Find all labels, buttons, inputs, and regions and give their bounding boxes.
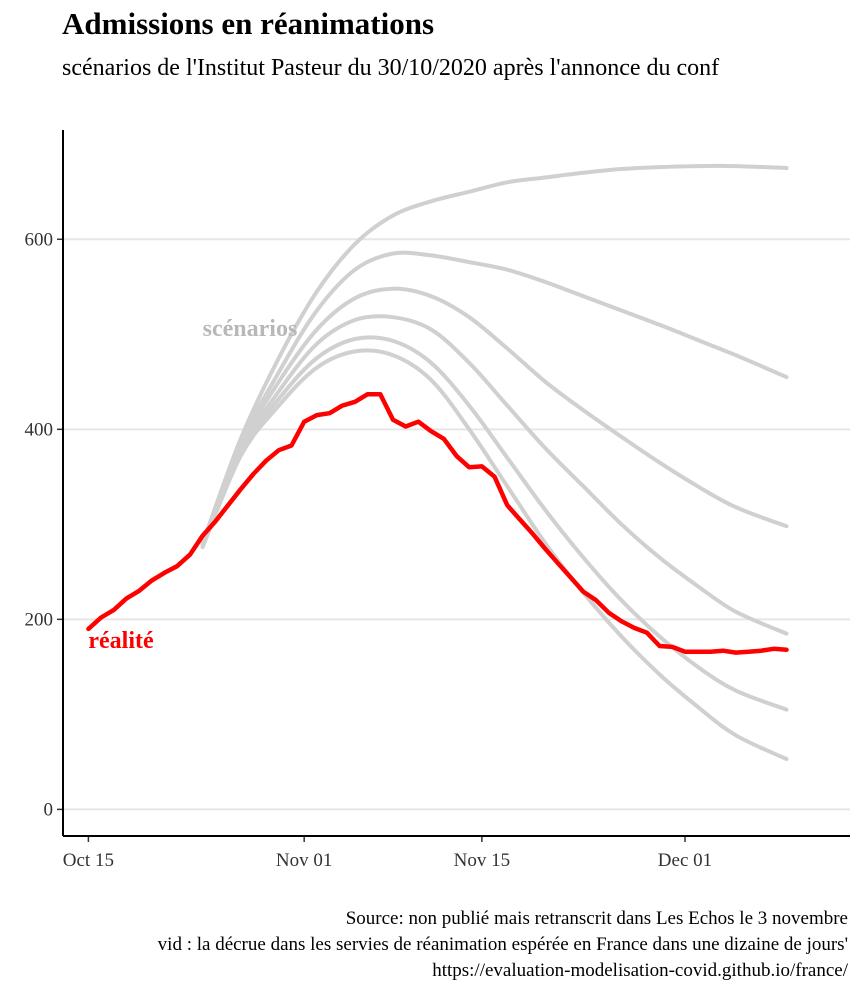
x-tick-label: Dec 01: [658, 850, 712, 871]
scenario-line-6: [200, 348, 789, 761]
reality-lines: [86, 391, 789, 655]
scenario-line-2: [200, 250, 789, 546]
x-tick-label: Nov 01: [276, 850, 332, 871]
gridlines: [63, 238, 850, 811]
caption-article: vid : la décrue dans les servies de réan…: [157, 934, 848, 955]
y-tick-label: 200: [25, 609, 54, 630]
y-tick-label: 400: [25, 419, 54, 440]
scenario-line-1: [200, 163, 789, 546]
scenario-line-4: [200, 314, 789, 636]
scenario-lines: [200, 163, 789, 761]
axes: 0 200 400 600 Oct 15 Nov 01 Nov 15 Dec 01: [25, 130, 850, 871]
chart-title: Admissions en réanimations: [62, 6, 435, 41]
y-tick-label: 600: [25, 229, 54, 250]
scenario-line-3: [200, 286, 789, 546]
scenarios-label: scénarios: [203, 316, 298, 342]
caption-source: Source: non publié mais retranscrit dans…: [345, 908, 848, 929]
reality-label: réalité: [88, 628, 154, 654]
reality-line: [86, 391, 789, 655]
caption-url: https://evaluation-modelisation-covid.gi…: [432, 960, 848, 981]
x-tick-label: Nov 15: [454, 850, 510, 871]
chart-subtitle: scénarios de l'Institut Pasteur du 30/10…: [62, 55, 720, 81]
annotations: scénarios réalité: [88, 316, 297, 654]
y-tick-label: 0: [44, 799, 54, 820]
x-tick-label: Oct 15: [63, 850, 114, 871]
